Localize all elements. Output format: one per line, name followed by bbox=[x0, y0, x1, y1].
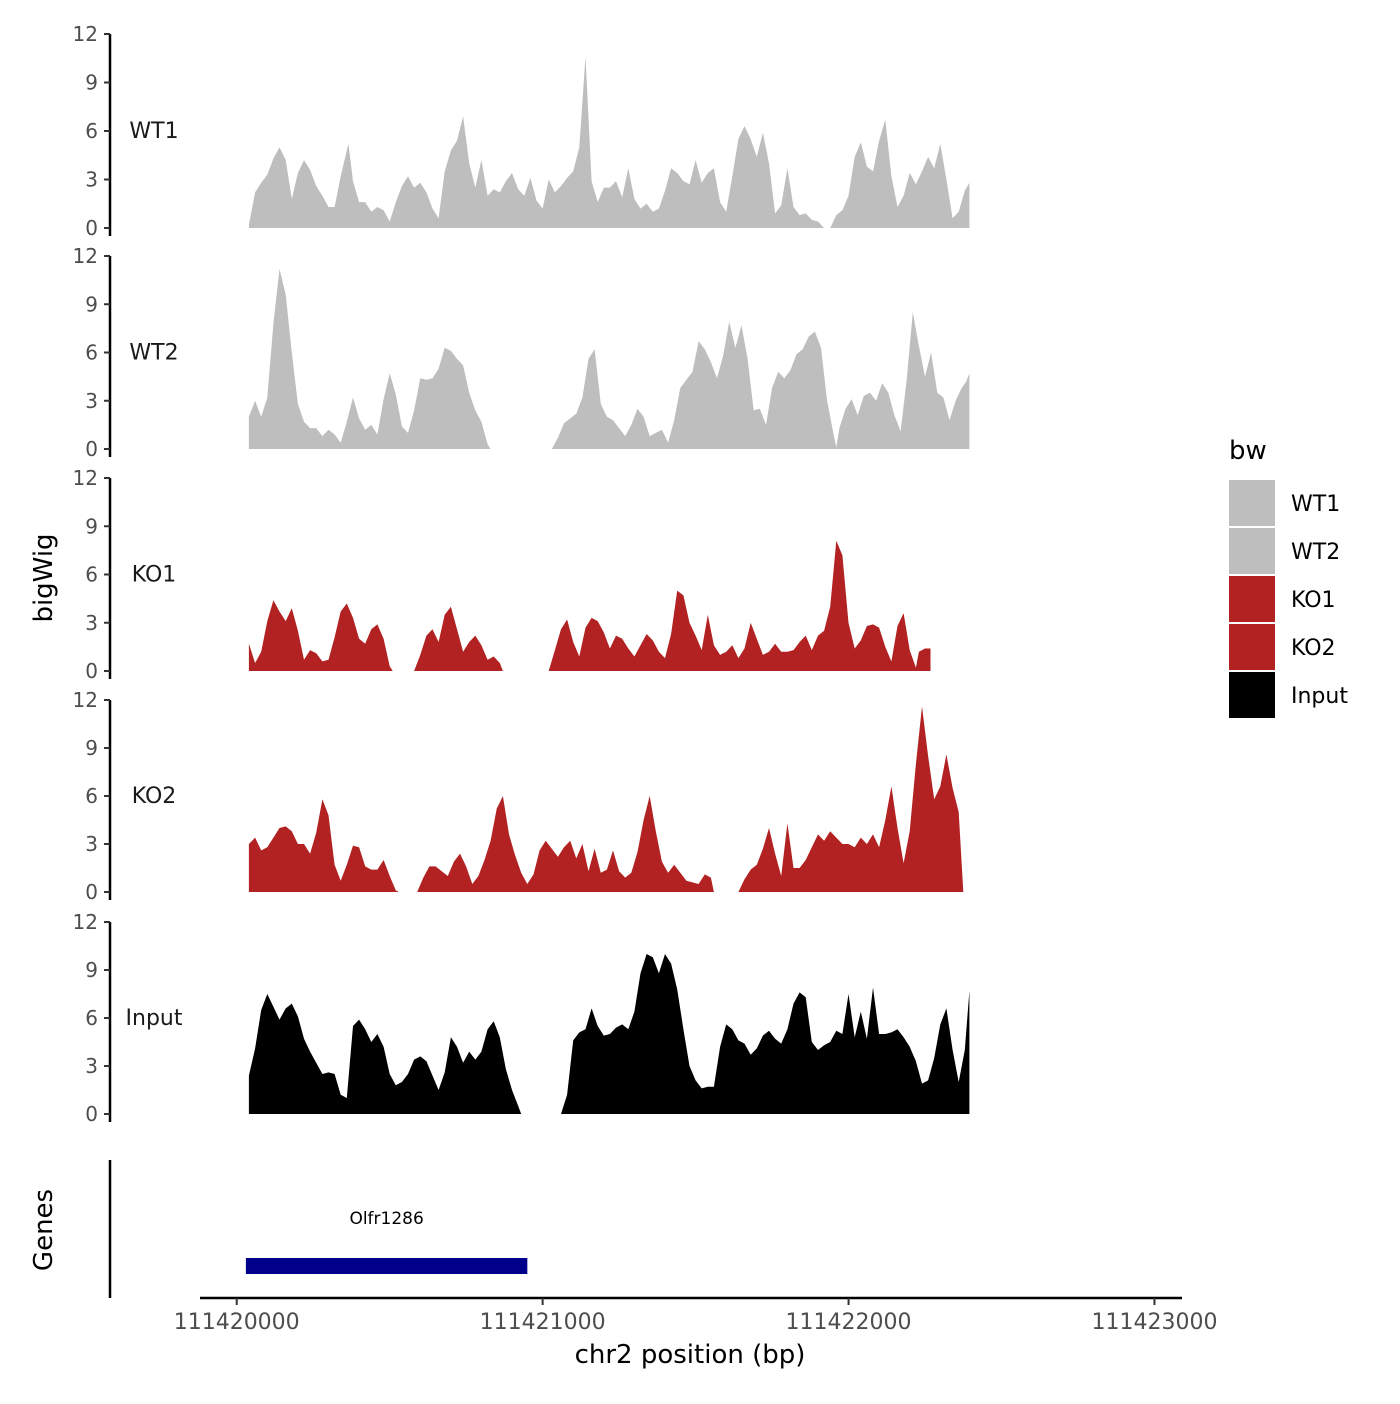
genes-axis-title: Genes bbox=[29, 1189, 59, 1271]
y-tick-label: 0 bbox=[85, 216, 98, 240]
legend-swatch-wt2 bbox=[1229, 528, 1275, 574]
y-tick-label: 0 bbox=[85, 437, 98, 461]
area-wt2-segment-2 bbox=[551, 312, 970, 449]
area-ko2-segment-3 bbox=[738, 706, 964, 892]
gene-label: Olfr1286 bbox=[349, 1209, 423, 1229]
y-tick-label: 12 bbox=[73, 466, 98, 490]
y-tick-label: 6 bbox=[85, 119, 98, 143]
y-tick-label: 0 bbox=[85, 1102, 98, 1126]
y-tick-label: 3 bbox=[85, 1054, 98, 1078]
legend-swatch-wt1 bbox=[1229, 480, 1275, 526]
legend-swatch-ko2 bbox=[1229, 624, 1275, 670]
y-tick-label: 12 bbox=[73, 910, 98, 934]
y-tick-label: 3 bbox=[85, 611, 98, 635]
y-tick-label: 12 bbox=[73, 22, 98, 46]
tracks-layer: 0 3 6 9 12 WT1 0 3 6 9 12 WT2 0 3 6 9 12 KO1 0 3 6 9 12 KO2 0 3 6 9… bbox=[73, 22, 970, 1126]
y-tick-label: 3 bbox=[85, 832, 98, 856]
y-tick-label: 0 bbox=[85, 659, 98, 683]
area-ko2-segment-1 bbox=[248, 799, 399, 892]
legend-label-wt2: WT2 bbox=[1291, 540, 1340, 565]
area-ko1-segment-3 bbox=[548, 540, 931, 671]
x-tick-label: 111420000 bbox=[174, 1310, 300, 1335]
area-ko1-segment-2 bbox=[414, 606, 503, 671]
track-label-ko1: KO1 bbox=[132, 563, 177, 588]
area-wt1-segment-1 bbox=[248, 56, 825, 228]
track-label-wt2: WT2 bbox=[129, 341, 178, 366]
track-label-ko2: KO2 bbox=[132, 784, 177, 809]
x-tick-label: 111421000 bbox=[480, 1310, 606, 1335]
y-tick-label: 9 bbox=[85, 71, 98, 95]
legend-label-ko2: KO2 bbox=[1291, 636, 1336, 661]
y-tick-label: 9 bbox=[85, 958, 98, 982]
track-label-input: Input bbox=[126, 1006, 183, 1031]
area-ko1-segment-1 bbox=[248, 600, 393, 671]
legend: bw WT1 WT2 KO1 KO2 Input bbox=[1229, 436, 1348, 718]
y-tick-label: 9 bbox=[85, 514, 98, 538]
gene-body bbox=[245, 1258, 528, 1274]
y-axis-title: bigWig bbox=[29, 533, 59, 622]
area-wt2-segment-1 bbox=[248, 268, 491, 449]
track-ko1: 0 3 6 9 12 KO1 bbox=[73, 466, 931, 683]
track-input: 0 3 6 9 12 Input bbox=[73, 910, 970, 1126]
legend-label-input: Input bbox=[1291, 684, 1348, 709]
genes-layer: Olfr1286 bbox=[108, 1160, 528, 1298]
track-ko2: 0 3 6 9 12 KO2 bbox=[73, 688, 964, 904]
x-axis: 111420000 111421000 111422000 111423000 bbox=[174, 1296, 1217, 1335]
y-tick-label: 0 bbox=[85, 880, 98, 904]
y-tick-label: 9 bbox=[85, 736, 98, 760]
y-tick-label: 6 bbox=[85, 784, 98, 808]
area-input-segment-2 bbox=[561, 954, 970, 1114]
track-wt1: 0 3 6 9 12 WT1 bbox=[73, 22, 970, 240]
x-tick-label: 111422000 bbox=[786, 1310, 912, 1335]
x-axis-title: chr2 position (bp) bbox=[575, 1340, 806, 1370]
legend-label-wt1: WT1 bbox=[1291, 492, 1340, 517]
y-tick-label: 6 bbox=[85, 563, 98, 587]
track-wt2: 0 3 6 9 12 WT2 bbox=[73, 244, 970, 461]
area-ko2-segment-2 bbox=[417, 796, 714, 892]
area-wt1-segment-2 bbox=[830, 119, 970, 228]
area-input-segment-1 bbox=[248, 994, 522, 1114]
legend-swatch-input bbox=[1229, 672, 1275, 718]
legend-label-ko1: KO1 bbox=[1291, 588, 1336, 613]
y-tick-label: 6 bbox=[85, 341, 98, 365]
track-label-wt1: WT1 bbox=[129, 119, 178, 144]
y-tick-label: 3 bbox=[85, 168, 98, 192]
legend-swatch-ko1 bbox=[1229, 576, 1275, 622]
legend-title: bw bbox=[1229, 436, 1267, 466]
y-tick-label: 6 bbox=[85, 1006, 98, 1030]
y-tick-label: 12 bbox=[73, 688, 98, 712]
y-tick-label: 12 bbox=[73, 244, 98, 268]
x-tick-label: 111423000 bbox=[1091, 1310, 1217, 1335]
y-tick-label: 9 bbox=[85, 292, 98, 316]
y-tick-label: 3 bbox=[85, 389, 98, 413]
